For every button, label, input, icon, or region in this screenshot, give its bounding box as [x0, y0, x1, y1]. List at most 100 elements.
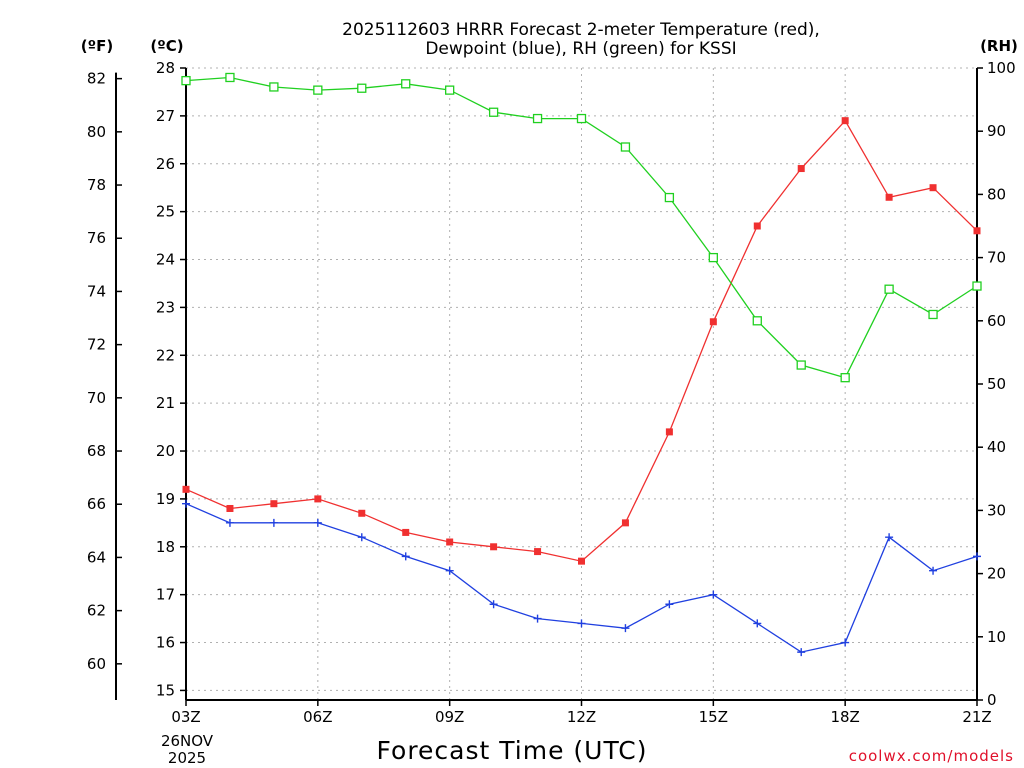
celsius-tick-label: 25: [156, 203, 175, 221]
temperature-point: [709, 318, 717, 326]
temperature-point: [753, 222, 761, 230]
celsius-tick-label: 16: [156, 634, 175, 652]
rh-tick-label: 70: [987, 249, 1006, 267]
rh-point: [752, 316, 762, 326]
rh-tick-label: 10: [987, 628, 1006, 646]
fahrenheit-tick-label: 80: [87, 123, 106, 141]
temperature-point: [446, 538, 454, 546]
celsius-tick-label: 21: [156, 394, 175, 412]
celsius-tick-label: 24: [156, 251, 175, 269]
dewpoint-point: [841, 638, 850, 647]
axes: 15 16 17 18 19 20 21 22 23 24 25 26 27 28 60 62 64 66 68 70…: [87, 59, 1016, 726]
series-rh: [181, 72, 982, 383]
rh-tick-label: 80: [987, 185, 1006, 203]
dewpoint-point: [973, 552, 981, 561]
dewpoint-point: [929, 566, 938, 575]
credit-label: coolwx.com/models: [849, 747, 1014, 765]
rh-point: [576, 113, 587, 124]
celsius-tick-label: 17: [156, 586, 175, 604]
rh-point: [181, 75, 191, 86]
fahrenheit-tick-label: 74: [87, 282, 106, 300]
temperature-point: [182, 485, 190, 493]
x-tick-label: 09Z: [435, 708, 464, 726]
dewpoint-point: [753, 619, 762, 628]
x-tick-label: 18Z: [830, 708, 859, 726]
celsius-tick-label: 23: [156, 298, 175, 316]
series-temperature: [182, 117, 981, 565]
celsius-tick-label: 28: [156, 59, 175, 77]
dewpoint-point: [797, 648, 806, 657]
temperature-point: [534, 548, 542, 556]
dewpoint-point: [885, 533, 894, 542]
dewpoint-point: [577, 619, 586, 628]
fahrenheit-tick-label: 78: [87, 176, 106, 194]
dewpoint-point: [182, 499, 190, 508]
temperature-point: [621, 519, 629, 527]
celsius-tick-label: 19: [156, 490, 175, 508]
dewpoint-point: [313, 518, 322, 527]
rh-tick-label: 30: [987, 501, 1006, 519]
fahrenheit-unit-label: (ºF): [81, 37, 113, 55]
dewpoint-point: [489, 600, 498, 609]
grid-lines: [186, 67, 977, 700]
rh-tick-label: 60: [987, 312, 1006, 330]
temperature-point: [358, 509, 366, 517]
date-label-year: 2025: [168, 749, 206, 767]
rh-point: [401, 79, 411, 89]
rh-tick-label: 0: [987, 691, 997, 709]
dewpoint-point: [533, 614, 542, 623]
fahrenheit-tick-label: 76: [87, 229, 106, 247]
rh-point: [488, 107, 499, 117]
dewpoint-point: [269, 518, 278, 527]
rh-point: [269, 82, 279, 92]
dewpoint-point: [665, 600, 674, 609]
temperature-point: [578, 557, 585, 565]
temperature-point: [885, 193, 893, 201]
celsius-tick-label: 22: [156, 346, 175, 364]
series-layer: [181, 72, 982, 657]
rh-point: [445, 85, 455, 95]
temperature-point: [270, 500, 278, 508]
x-tick-label: 12Z: [567, 708, 596, 726]
temperature-point: [490, 543, 498, 551]
dewpoint-point: [621, 624, 630, 633]
fahrenheit-tick-label: 72: [87, 336, 106, 354]
x-axis-title: Forecast Time (UTC): [377, 736, 648, 765]
fahrenheit-tick-label: 82: [87, 70, 106, 88]
dewpoint-point: [357, 533, 366, 542]
rh-point: [532, 113, 543, 124]
rh-tick-label: 50: [987, 375, 1006, 393]
rh-point: [796, 360, 806, 370]
celsius-unit-label: (ºC): [150, 37, 183, 55]
temperature-point: [973, 227, 981, 235]
rh-tick-label: 20: [987, 565, 1006, 583]
rh-point: [884, 284, 894, 294]
temperature-point: [402, 528, 410, 536]
temperature-point: [797, 165, 805, 173]
rh-point: [840, 373, 850, 383]
dewpoint-point: [401, 552, 410, 561]
series-dewpoint: [182, 499, 981, 657]
x-tick-label: 06Z: [303, 708, 332, 726]
celsius-tick-label: 18: [156, 538, 175, 556]
rh-point: [313, 85, 323, 95]
temperature-point: [665, 428, 673, 436]
rh-point: [225, 72, 235, 83]
rh-point: [708, 252, 718, 263]
fahrenheit-tick-label: 64: [87, 548, 106, 566]
rh-point: [972, 281, 982, 291]
fahrenheit-tick-label: 70: [87, 389, 106, 407]
celsius-tick-label: 20: [156, 442, 175, 460]
celsius-tick-label: 26: [156, 155, 175, 173]
temperature-point: [841, 117, 849, 125]
temperature-point: [314, 495, 322, 503]
fahrenheit-tick-label: 68: [87, 442, 106, 460]
rh-tick-label: 100: [987, 59, 1016, 77]
rh-point: [620, 142, 631, 152]
rh-point: [928, 309, 938, 320]
x-tick-label: 03Z: [171, 708, 200, 726]
chart-title-line-1: 2025112603 HRRR Forecast 2-meter Tempera…: [342, 20, 820, 40]
dewpoint-point: [225, 518, 234, 527]
x-tick-label: 21Z: [962, 708, 991, 726]
